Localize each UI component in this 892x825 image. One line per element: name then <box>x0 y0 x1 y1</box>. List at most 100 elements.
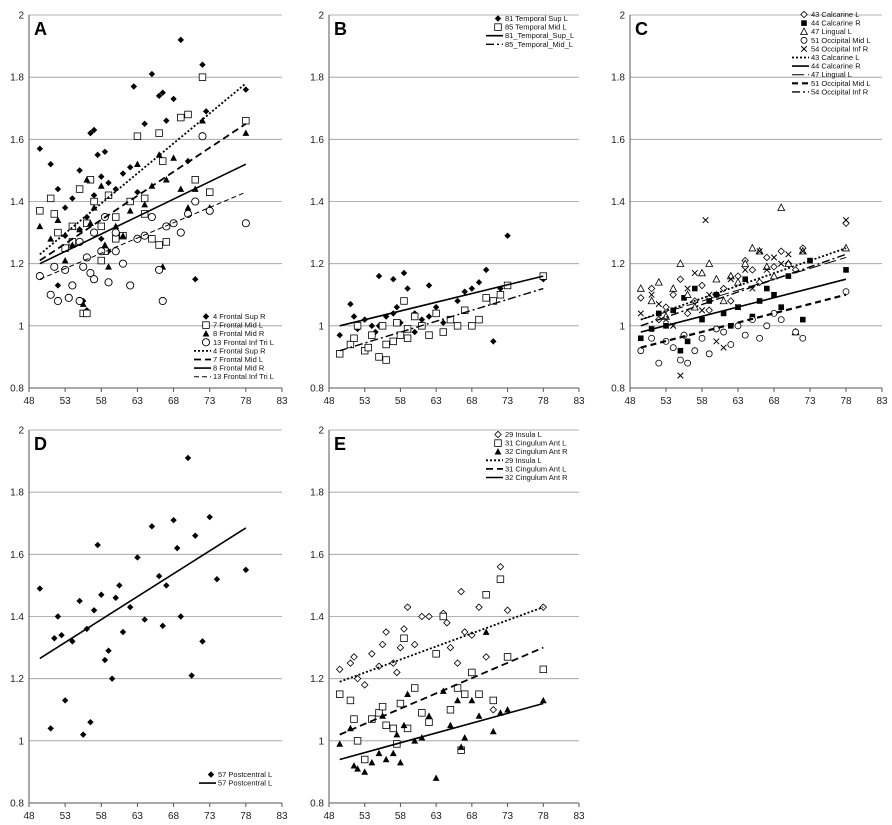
legend-label: 8 Frontal Mid R <box>213 329 265 338</box>
data-point <box>127 164 134 171</box>
y-tick-label: 1.2 <box>611 259 625 270</box>
data-point <box>443 618 451 627</box>
y-tick-label: 0.8 <box>310 799 324 810</box>
data-point <box>411 312 419 321</box>
x-tick-label: 63 <box>431 396 443 407</box>
x-tick-label: 83 <box>276 396 288 407</box>
x-tick-label: 73 <box>502 811 514 822</box>
data-point <box>432 303 440 311</box>
y-tick-label: 2 <box>318 11 324 22</box>
panel-label: B <box>334 19 347 39</box>
data-point <box>425 313 433 320</box>
data-point <box>378 322 387 330</box>
data-point <box>482 294 490 302</box>
regression-line <box>39 527 247 660</box>
data-point <box>504 232 511 239</box>
data-point <box>83 176 91 183</box>
data-point <box>468 322 476 330</box>
data-point <box>461 288 468 295</box>
data-point <box>98 591 105 598</box>
panel-b: 0.8 1 1.2 1.4 1.6 1.8 2 48 53 58 63 68 73 78 83 B 81 Tem… <box>310 11 585 408</box>
y-tick-label: 0.8 <box>611 384 625 395</box>
data-point <box>36 222 44 230</box>
data-point <box>698 334 706 342</box>
data-point <box>655 300 662 308</box>
data-point <box>111 247 120 256</box>
y-tick-label: 1.6 <box>10 550 24 561</box>
x-tick-label: 58 <box>96 396 108 407</box>
legend: 81 Temporal Sup L85 Temporal Mid L81_Tem… <box>486 14 574 49</box>
data-point <box>677 356 684 364</box>
data-point <box>748 243 757 252</box>
data-point <box>126 197 134 206</box>
data-point <box>134 554 141 561</box>
data-point <box>158 296 167 306</box>
data-point <box>378 702 387 711</box>
data-point <box>447 721 454 729</box>
x-tick-label: 58 <box>96 811 108 822</box>
data-point <box>728 323 734 329</box>
series-2 <box>36 73 250 318</box>
data-point <box>353 674 362 683</box>
x-tick-label: 68 <box>768 396 780 407</box>
data-point <box>79 300 87 307</box>
x-tick-label: 73 <box>502 396 514 407</box>
data-point <box>785 273 792 279</box>
data-point <box>350 715 358 723</box>
data-point <box>69 195 76 202</box>
data-point <box>763 322 771 330</box>
data-point <box>177 185 185 192</box>
data-point <box>336 331 343 339</box>
data-point <box>411 328 418 336</box>
legend-label: 47 Lingual L <box>811 70 852 79</box>
data-point <box>350 334 358 342</box>
y-tick-label: 2 <box>18 426 24 437</box>
x-tick-label: 68 <box>168 396 180 407</box>
data-point <box>361 768 369 775</box>
data-point <box>69 638 76 645</box>
y-tick-label: 1.2 <box>310 674 324 685</box>
data-point <box>119 170 127 177</box>
legend-label: 85_Temporal_Mid_L <box>505 40 573 49</box>
series-4 <box>35 132 250 306</box>
data-point <box>111 228 120 237</box>
data-point <box>432 650 440 658</box>
data-point <box>80 731 87 738</box>
data-point <box>241 219 250 228</box>
data-point <box>336 690 344 698</box>
data-point <box>770 263 778 271</box>
x-tick-label: 78 <box>538 811 550 822</box>
data-point <box>382 356 390 364</box>
data-point <box>425 718 433 726</box>
data-point <box>677 347 684 354</box>
data-point <box>403 334 412 342</box>
data-point <box>98 235 105 242</box>
data-point <box>432 309 440 318</box>
legend-label: 81_Temporal_Sup_L <box>505 31 574 40</box>
data-point <box>654 277 663 286</box>
data-point <box>734 322 742 330</box>
x-tick-label: 53 <box>359 811 371 822</box>
legend-marker <box>494 430 502 439</box>
panel-e: 0.8 1 1.2 1.4 1.6 1.8 2 48 53 58 63 68 73 78 83 E 29 Ins… <box>310 426 585 823</box>
legend-marker <box>202 321 210 329</box>
data-point <box>777 247 785 255</box>
data-point <box>382 628 390 636</box>
data-point <box>800 316 806 323</box>
data-point <box>393 731 401 738</box>
data-point <box>162 222 171 231</box>
x-tick-label: 63 <box>732 396 744 407</box>
data-point <box>539 665 547 674</box>
data-point <box>842 288 850 296</box>
data-point <box>53 296 62 306</box>
data-point <box>108 675 116 682</box>
y-tick-label: 1.6 <box>310 135 324 146</box>
y-tick-label: 1.4 <box>10 197 24 208</box>
data-point <box>87 129 94 137</box>
y-tick-label: 2 <box>619 11 625 22</box>
data-point <box>46 290 55 299</box>
data-point <box>368 758 376 766</box>
panel-label: E <box>334 434 346 454</box>
data-point <box>692 285 698 292</box>
x-tick-label: 53 <box>60 396 72 407</box>
